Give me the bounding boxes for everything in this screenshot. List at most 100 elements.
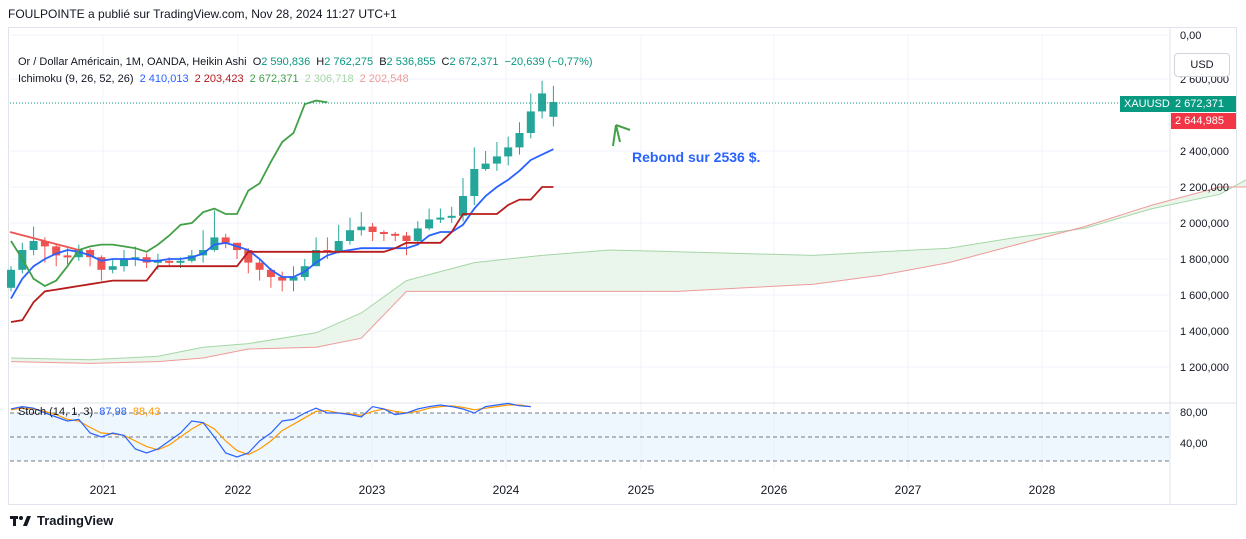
price-tick-label: 2 400,000 <box>1180 146 1229 158</box>
price-tick-label: 1 600,000 <box>1180 290 1229 302</box>
currency-button[interactable]: USD <box>1174 53 1230 77</box>
time-tick-label: 2027 <box>895 483 922 497</box>
candle-body <box>492 156 501 164</box>
stoch-band <box>10 413 1170 461</box>
chart-frame[interactable] <box>8 27 1237 505</box>
time-tick-label: 2021 <box>90 483 117 497</box>
price-line-start <box>9 231 80 251</box>
candle-body <box>7 269 15 288</box>
ichimoku-lead2-value: 2 202,548 <box>359 73 409 85</box>
ichimoku-lead1-value: 2 306,718 <box>304 73 354 85</box>
candle-body <box>165 260 174 263</box>
candle-body <box>368 226 377 232</box>
price-tick-label: 1 200,000 <box>1180 362 1229 374</box>
candle-body <box>538 93 547 112</box>
candle-body <box>176 260 185 263</box>
chikou-line <box>10 99 328 288</box>
candle-body <box>221 237 230 243</box>
stoch-k-value: 87,98 <box>99 406 127 418</box>
footer-brand-text: TradingView <box>37 513 114 528</box>
stoch-name[interactable]: Stoch (14, 1, 3) <box>18 406 94 418</box>
ichimoku-name[interactable]: Ichimoku (9, 26, 52, 26) <box>18 73 134 85</box>
time-tick-label: 2023 <box>359 483 386 497</box>
candle-body <box>74 250 83 258</box>
low-value: 2 536,855 <box>386 56 436 68</box>
open-label: O <box>252 56 262 68</box>
ichimoku-lagging-value: 2 672,371 <box>249 73 299 85</box>
legend-ichimoku: Ichimoku (9, 26, 52, 26) 2 410,013 2 203… <box>18 73 409 85</box>
price-tick-label: 1 800,000 <box>1180 254 1229 266</box>
time-axis[interactable]: 2021 2022 2023 2024 2025 2026 2027 2028 <box>90 483 1056 497</box>
price-tick-label: 1 400,000 <box>1180 326 1229 338</box>
high-label: H <box>316 56 325 68</box>
stoch-tick-label: 40,00 <box>1180 438 1208 450</box>
candle-body <box>63 255 72 258</box>
candle-body <box>515 133 524 148</box>
cloud-fill <box>11 179 1246 364</box>
candle-body <box>52 246 61 256</box>
open-value: 2 590,836 <box>261 56 311 68</box>
candle-body <box>526 111 535 133</box>
footer-brand[interactable]: TradingView <box>10 513 113 528</box>
candle-body <box>459 196 467 216</box>
candle-body <box>244 250 253 263</box>
ichimoku-conversion-value: 2 410,013 <box>139 73 189 85</box>
candle-body <box>436 217 445 220</box>
time-tick-label: 2024 <box>493 483 520 497</box>
price-tick-label: 0,00 <box>1180 30 1201 42</box>
senkou-span-a <box>10 179 1246 361</box>
candle-body <box>312 250 321 267</box>
candle-body <box>29 241 38 250</box>
annotation-text: Rebond sur 2536 $. <box>632 149 761 165</box>
candle-body <box>108 266 117 270</box>
candle-body <box>470 169 479 196</box>
low-label: B <box>379 56 387 68</box>
close-label: C <box>441 56 450 68</box>
candle-body <box>357 226 366 231</box>
ichimoku-cloud <box>10 179 1246 364</box>
candle-body <box>334 241 343 252</box>
candle-body <box>86 250 95 258</box>
change-value: −20,639 (−0,77%) <box>504 56 593 68</box>
price-axis[interactable]: 0,00 2 600,000 2 400,000 2 200,000 2 000,000… <box>1180 30 1229 450</box>
time-tick-label: 2026 <box>761 483 788 497</box>
candle-body <box>413 228 422 241</box>
stoch-tick-label: 80,00 <box>1180 407 1208 419</box>
candle-body <box>153 260 162 263</box>
symbol-tag: XAUUSD <box>1120 96 1174 112</box>
time-tick-label: 2025 <box>628 483 655 497</box>
candle-body <box>40 241 49 247</box>
candle-body <box>549 102 558 117</box>
candles <box>7 80 558 292</box>
time-tick-label: 2022 <box>225 483 252 497</box>
price-tick-label: 2 200,000 <box>1180 182 1229 194</box>
rebound-arrow <box>612 124 631 147</box>
candle-body <box>289 277 298 281</box>
legend-main: Or / Dollar Américain, 1M, OANDA, Heikin… <box>18 56 593 68</box>
candle-body <box>447 215 456 218</box>
candle-body <box>346 230 354 241</box>
candle-body <box>266 269 275 277</box>
publisher-line: FOULPOINTE a publié sur TradingView.com,… <box>8 7 397 21</box>
candle-body <box>120 259 128 267</box>
senkou-span-b <box>10 186 1246 364</box>
candle-body <box>97 257 106 270</box>
stoch-d-line <box>10 404 531 456</box>
ichimoku-base-value: 2 203,423 <box>194 73 244 85</box>
candle-body <box>379 232 388 234</box>
last-price-tag: 2 672,371 <box>1171 96 1236 112</box>
tenkan-line <box>10 148 554 300</box>
candle-body <box>402 235 411 241</box>
candle-body <box>504 147 513 157</box>
candle-body <box>481 163 490 169</box>
stochastic-pane <box>10 402 1170 462</box>
legend-stoch: Stoch (14, 1, 3) 87,98 88,43 <box>18 406 160 418</box>
second-price-tag: 2 644,985 <box>1171 113 1236 129</box>
symbol-title[interactable]: Or / Dollar Américain, 1M, OANDA, Heikin… <box>18 56 247 68</box>
price-tick-label: 2 000,000 <box>1180 218 1229 230</box>
price-tick-label: 2 600,000 <box>1180 74 1229 86</box>
candle-body <box>278 277 287 281</box>
stoch-d-value: 88,43 <box>132 406 161 418</box>
ichimoku-lines <box>9 99 554 323</box>
